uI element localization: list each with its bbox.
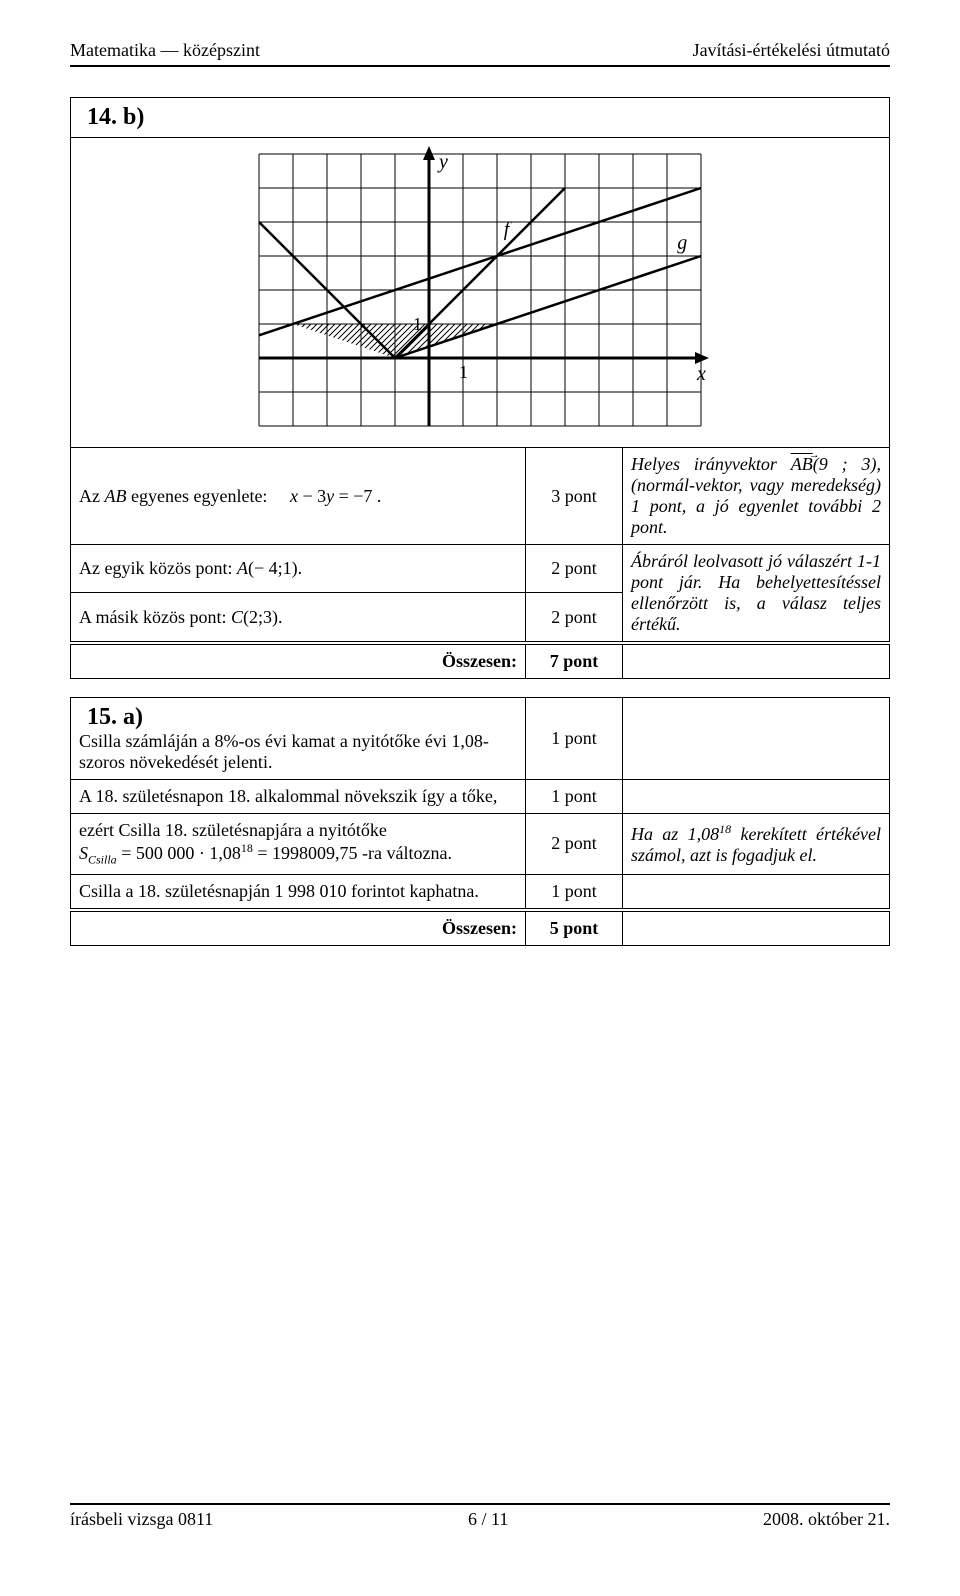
svg-text:g: g bbox=[677, 232, 687, 254]
row-points-expl: Ábráról leolvasott jó válaszért 1-1 pont… bbox=[623, 545, 890, 644]
chart-svg: 11yxfg bbox=[239, 144, 721, 436]
header-left: Matematika — középszint bbox=[70, 40, 260, 61]
row-15a-1-expl bbox=[623, 780, 890, 814]
total-expl-15a bbox=[623, 910, 890, 946]
footer-right: 2008. október 21. bbox=[763, 1509, 890, 1530]
row-15a-3-expl bbox=[623, 874, 890, 910]
problem-14b-table: 14. b) 11yxfg Az AB egyenes egyenlete: x… bbox=[70, 97, 890, 679]
row-point-a: Az egyik közös pont: A(− 4;1). bbox=[71, 545, 526, 593]
row-15a-0-pts: 1 pont bbox=[526, 698, 623, 780]
footer-left: írásbeli vizsga 0811 bbox=[70, 1509, 213, 1530]
row-15a-0: Csilla számláján a 8%-os évi kamat a nyi… bbox=[79, 731, 489, 772]
row-15a-3: Csilla a 18. születésnapján 1 998 010 fo… bbox=[71, 874, 526, 910]
total-label-15a: Összesen: bbox=[71, 910, 526, 946]
problem-14b-title: 14. b) bbox=[79, 98, 152, 136]
total-pts-14b: 7 pont bbox=[526, 643, 623, 679]
svg-text:y: y bbox=[437, 151, 448, 173]
row-15a-1: A 18. születésnapon 18. alkalommal növek… bbox=[71, 780, 526, 814]
page-footer: írásbeli vizsga 0811 6 / 11 2008. októbe… bbox=[70, 1503, 890, 1530]
footer-center: 6 / 11 bbox=[468, 1509, 508, 1530]
row-15a-2-expl: Ha az 1,0818 kerekített értékével számol… bbox=[623, 814, 890, 875]
problem-15a-first-cell: 15. a) Csilla számláján a 8%-os évi kama… bbox=[71, 698, 526, 780]
row-15a-3-pts: 1 pont bbox=[526, 874, 623, 910]
total-pts-15a: 5 pont bbox=[526, 910, 623, 946]
row-15a-1-pts: 1 pont bbox=[526, 780, 623, 814]
row-ab-equation: Az AB egyenes egyenlete: x − 3y = −7 . bbox=[71, 448, 526, 545]
row-15a-0-expl bbox=[623, 698, 890, 780]
svg-text:x: x bbox=[696, 363, 706, 385]
row-point-a-pts: 2 pont bbox=[526, 545, 623, 593]
page: Matematika — középszint Javítási-értékel… bbox=[0, 0, 960, 1570]
chart-cell: 11yxfg bbox=[71, 138, 890, 448]
page-header: Matematika — középszint Javítási-értékel… bbox=[70, 40, 890, 67]
spacer bbox=[70, 679, 890, 697]
header-right: Javítási-értékelési útmutató bbox=[693, 40, 890, 61]
svg-text:1: 1 bbox=[459, 362, 468, 382]
total-label-14b: Összesen: bbox=[71, 643, 526, 679]
row-ab-equation-expl: Helyes irányvektor AB→(9 ; 3), (normál-v… bbox=[623, 448, 890, 545]
row-15a-2: ezért Csilla 18. születésnapjára a nyitó… bbox=[71, 814, 526, 875]
row-15a-2-pts: 2 pont bbox=[526, 814, 623, 875]
problem-15a-table: 15. a) Csilla számláján a 8%-os évi kama… bbox=[70, 697, 890, 946]
total-expl-14b bbox=[623, 643, 890, 679]
row-ab-equation-pts: 3 pont bbox=[526, 448, 623, 545]
main-content: 14. b) 11yxfg Az AB egyenes egyenlete: x… bbox=[70, 67, 890, 946]
row-point-c: A másik közös pont: C(2;3). bbox=[71, 593, 526, 643]
problem-14b-title-cell: 14. b) bbox=[71, 98, 890, 138]
svg-text:1: 1 bbox=[413, 314, 422, 334]
row-point-c-pts: 2 pont bbox=[526, 593, 623, 643]
